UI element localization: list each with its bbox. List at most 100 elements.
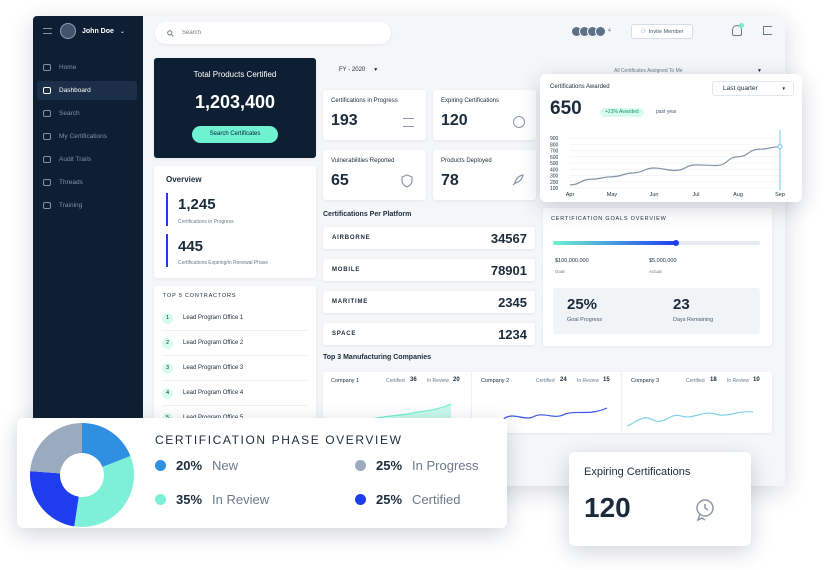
contractor-name: Lead Program Office 3 bbox=[183, 365, 244, 371]
invite-member-button[interactable]: ⚇ Invite Member bbox=[631, 24, 693, 39]
goal-progress-track bbox=[553, 240, 760, 246]
sidebar-item-my-certifications[interactable]: My Certifications bbox=[37, 127, 137, 146]
total-products-card: Total Products Certified 1,203,400 Searc… bbox=[154, 58, 316, 158]
y-tick-label: 100 bbox=[550, 186, 559, 192]
overview-label: Certifications Expiring/in Renewal Phase bbox=[178, 260, 269, 266]
shield-icon bbox=[401, 174, 413, 188]
sidebar-item-training[interactable]: Training bbox=[37, 196, 137, 215]
company-name: Company 2 bbox=[481, 378, 510, 384]
platform-value: 78901 bbox=[490, 262, 527, 278]
certified-label: Certified bbox=[686, 378, 705, 384]
goal-progress-fill bbox=[553, 240, 680, 246]
certified-count: 24 bbox=[560, 377, 567, 383]
actual-label: Actual bbox=[649, 269, 662, 274]
user-name[interactable]: John Doe bbox=[82, 27, 114, 35]
overview-accent-bar bbox=[166, 193, 168, 226]
legend-dot bbox=[355, 494, 366, 505]
member-avatars[interactable]: 4 bbox=[571, 26, 611, 37]
goal-progress-value: 25% bbox=[567, 296, 598, 313]
certified-label: Certified bbox=[386, 378, 405, 384]
dashboard-icon bbox=[43, 87, 51, 94]
platform-value: 34567 bbox=[490, 230, 527, 246]
chevron-down-icon[interactable]: ⌄ bbox=[119, 28, 125, 35]
certified-count: 36 bbox=[410, 377, 417, 383]
user-menu[interactable]: John Doe ⌄ bbox=[33, 16, 143, 46]
search-certificates-button[interactable]: Search Certificates bbox=[192, 126, 278, 143]
review-label: In Review bbox=[577, 378, 599, 384]
sidebar-item-label: Dashboard bbox=[59, 87, 91, 94]
overview-value: 1,245 bbox=[178, 196, 216, 213]
platform-row[interactable]: AIRBORNE 34567 bbox=[323, 227, 535, 249]
list-icon bbox=[403, 118, 414, 127]
sidebar-item-home[interactable]: Home bbox=[37, 58, 137, 77]
sidebar-item-search[interactable]: Search bbox=[37, 104, 137, 123]
donut-slice-in-progress[interactable] bbox=[30, 423, 83, 474]
contractor-row[interactable]: 3 Lead Program Office 3 bbox=[162, 356, 308, 381]
logout-icon[interactable] bbox=[763, 26, 772, 35]
awarded-growth-badge: +23% Awarded bbox=[600, 108, 644, 117]
sidebar-item-label: Training bbox=[59, 202, 83, 209]
contractor-row[interactable]: 4 Lead Program Office 4 bbox=[162, 381, 308, 406]
phase-overview-card: CERTIFICATION PHASE OVERVIEW 20% New 25%… bbox=[17, 418, 507, 528]
stat-card-deployed[interactable]: Products Deployed 78 bbox=[433, 150, 536, 200]
bell-icon[interactable] bbox=[732, 23, 744, 36]
contractors-list: 1 Lead Program Office 1 2 Lead Program Offi… bbox=[154, 306, 316, 431]
overview-card: Overview 1,245 Certifications in Progres… bbox=[154, 166, 316, 278]
contractor-name: Lead Program Office 1 bbox=[183, 315, 244, 321]
sidebar-item-dashboard[interactable]: Dashboard bbox=[37, 81, 137, 100]
contractors-title: TOP 5 CONTRACTORS bbox=[163, 293, 237, 299]
sidebar-item-label: Audit Trails bbox=[59, 156, 92, 163]
donut-slice-new[interactable] bbox=[82, 423, 131, 467]
x-tick-label: Jun bbox=[650, 192, 659, 198]
sidebar-item-threads[interactable]: Threads bbox=[37, 173, 137, 192]
search-input[interactable] bbox=[182, 30, 362, 36]
goal-summary-box: 25% Goal Progress 23 Days Remaining bbox=[553, 288, 760, 334]
legend-name: In Review bbox=[212, 492, 270, 507]
platform-row[interactable]: SPACE 1234 bbox=[323, 323, 535, 345]
sidebar-item-label: My Certifications bbox=[59, 133, 108, 140]
caret-down-icon: ▼ bbox=[373, 67, 379, 73]
x-tick-label: Aug bbox=[733, 192, 743, 198]
stat-value: 78 bbox=[441, 172, 459, 189]
avatar[interactable] bbox=[60, 23, 76, 39]
legend-name: In Progress bbox=[412, 458, 479, 473]
invite-member-label: Invite Member bbox=[648, 28, 684, 35]
sidebar-item-label: Threads bbox=[59, 179, 83, 186]
legend-name: New bbox=[212, 458, 239, 473]
platform-value: 2345 bbox=[498, 294, 527, 310]
search-box[interactable] bbox=[155, 22, 391, 44]
stat-label: Products Deployed bbox=[441, 158, 492, 164]
certified-count: 18 bbox=[710, 377, 717, 383]
contractor-row[interactable]: 2 Lead Program Office 2 bbox=[162, 331, 308, 356]
hamburger-icon[interactable] bbox=[43, 28, 52, 34]
highlight-point[interactable] bbox=[777, 144, 783, 150]
year-filter[interactable]: FY - 2020 ▼ bbox=[323, 62, 393, 78]
review-count: 10 bbox=[753, 377, 760, 383]
goal-progress-label: Goal Progress bbox=[567, 317, 603, 323]
total-products-value: 1,203,400 bbox=[194, 92, 276, 112]
search-icon bbox=[167, 29, 174, 37]
period-select[interactable]: Last quarter ▼ bbox=[712, 81, 794, 96]
legend-dot bbox=[155, 460, 166, 471]
y-tick-label: 300 bbox=[550, 174, 559, 180]
sidebar: John Doe ⌄ Home Dashboard Search My Certifi… bbox=[33, 16, 143, 486]
contractor-rank: 2 bbox=[162, 337, 173, 349]
stat-card-expiring[interactable]: Expiring Certifications 120 bbox=[433, 90, 536, 140]
stat-card-in-progress[interactable]: Certifications in Progress 193 bbox=[323, 90, 426, 140]
platform-row[interactable]: MARITIME 2345 bbox=[323, 291, 535, 313]
review-count: 20 bbox=[453, 377, 460, 383]
chat-icon bbox=[43, 179, 51, 186]
sidebar-item-audit-trails[interactable]: Audit Trails bbox=[37, 150, 137, 169]
donut-slice-certified[interactable] bbox=[29, 471, 79, 527]
donut-slice-in-review[interactable] bbox=[74, 456, 134, 527]
goal-label: Goal bbox=[555, 269, 565, 274]
company-trend-chart bbox=[626, 411, 754, 427]
member-avatar bbox=[595, 26, 606, 37]
folder-icon bbox=[43, 133, 51, 140]
platform-row[interactable]: MOBILE 78901 bbox=[323, 259, 535, 281]
company-panel[interactable]: Company 3 Certified 18 In Review 10 bbox=[623, 372, 772, 433]
contractor-row[interactable]: 1 Lead Program Office 1 bbox=[162, 306, 308, 331]
stat-card-vulnerabilities[interactable]: Vulnerabilities Reported 65 bbox=[323, 150, 426, 200]
y-tick-label: 200 bbox=[550, 180, 559, 186]
